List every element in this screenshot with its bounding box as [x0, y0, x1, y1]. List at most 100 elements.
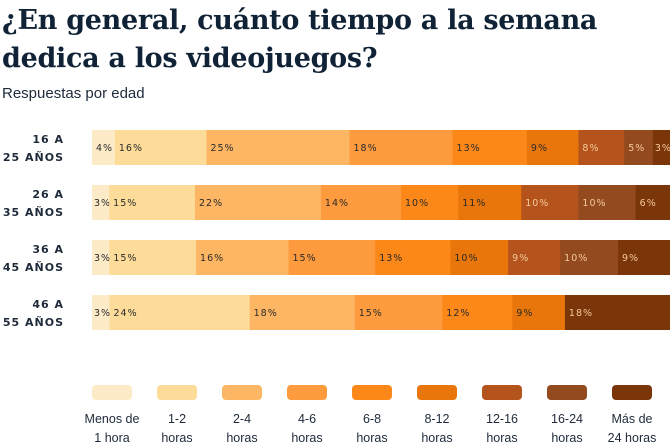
bar-segment [458, 185, 522, 220]
legend-label: 1 hora [94, 431, 129, 445]
data-label: 25% [210, 143, 234, 154]
bar-segment [92, 295, 111, 330]
bar-segment [624, 130, 654, 165]
bar-segment [375, 240, 451, 275]
legend-swatch [287, 385, 327, 400]
legend-label: 16-24 [551, 412, 583, 426]
data-label: 24% [114, 308, 138, 319]
legend-swatch [352, 385, 392, 400]
data-label: 9% [512, 253, 529, 264]
bar-segment [401, 185, 459, 220]
data-label: 6% [640, 198, 657, 209]
data-label: 13% [379, 253, 403, 264]
data-label: 3% [94, 253, 111, 264]
bar-segment [114, 130, 207, 165]
legend-label: horas [226, 431, 257, 445]
data-label: 18% [354, 143, 378, 154]
bar-segment [452, 130, 528, 165]
legend-label: Más de [612, 412, 653, 426]
bar-segment [564, 295, 670, 330]
bar-segment [206, 130, 351, 165]
row-label: 25 AÑOS [3, 151, 64, 164]
data-label: 11% [462, 198, 486, 209]
row-label: 35 AÑOS [3, 206, 64, 219]
legend-label: 6-8 [363, 412, 381, 426]
bar-segment [508, 240, 561, 275]
bar-segment [652, 130, 670, 165]
legend-label: horas [486, 431, 517, 445]
bar-segment [521, 185, 579, 220]
legend-label: Menos de [85, 412, 140, 426]
row-label: 55 AÑOS [3, 316, 64, 329]
data-label: 10% [405, 198, 429, 209]
bar-segment [195, 185, 322, 220]
bar-segment [92, 130, 116, 165]
data-label: 9% [531, 143, 548, 154]
row-label: 45 AÑOS [3, 261, 64, 274]
bar-segment [109, 240, 197, 275]
legend-label: horas [421, 431, 452, 445]
bar-segment [92, 240, 110, 275]
data-label: 10% [454, 253, 478, 264]
legend-swatch [222, 385, 262, 400]
legend-swatch [157, 385, 197, 400]
legend-swatch [612, 385, 652, 400]
legend-label: 1-2 [168, 412, 186, 426]
row-label: 46 A [32, 298, 64, 311]
legend-label: 2-4 [233, 412, 251, 426]
legend-swatch [417, 385, 457, 400]
legend-label: 4-6 [298, 412, 316, 426]
bar-segment [354, 295, 443, 330]
data-label: 15% [113, 253, 137, 264]
bar-segment [450, 240, 509, 275]
legend-label: horas [356, 431, 387, 445]
data-label: 15% [359, 308, 383, 319]
bar-segment [320, 185, 402, 220]
legend-swatch [547, 385, 587, 400]
legend-label: 12-16 [486, 412, 518, 426]
legend-swatch [482, 385, 522, 400]
data-label: 10% [564, 253, 588, 264]
legend-label: 8-12 [424, 412, 449, 426]
data-label: 16% [200, 253, 224, 264]
bar-segment [578, 130, 625, 165]
chart-subtitle: Respuestas por edad [2, 85, 145, 102]
bar-segment [442, 295, 513, 330]
bar-segment [560, 240, 619, 275]
bar-segment [635, 185, 670, 220]
legend-swatch [92, 385, 132, 400]
bar-segment [526, 130, 579, 165]
bar-segment [349, 130, 454, 165]
data-label: 9% [622, 253, 639, 264]
chart-title: ¿En general, cuánto tiempo a la semana d… [2, 5, 598, 74]
data-label: 12% [446, 308, 470, 319]
row-label: 16 A [32, 133, 64, 146]
data-label: 9% [516, 308, 533, 319]
row-label: 26 A [32, 188, 64, 201]
bar-segment [249, 295, 356, 330]
data-label: 14% [325, 198, 349, 209]
data-label: 15% [293, 253, 317, 264]
bar-segment [512, 295, 566, 330]
bar-segment [196, 240, 290, 275]
data-label: 18% [254, 308, 278, 319]
data-label: 16% [119, 143, 143, 154]
data-label: 5% [628, 143, 645, 154]
legend-label: horas [291, 431, 322, 445]
bar-segment [109, 185, 196, 220]
data-label: 18% [569, 308, 593, 319]
bar-segment [617, 240, 670, 275]
data-label: 8% [582, 143, 599, 154]
bar-segment [109, 295, 251, 330]
bar-segment [288, 240, 376, 275]
bar-segment [578, 185, 637, 220]
data-label: 13% [457, 143, 481, 154]
data-label: 4% [96, 143, 113, 154]
row-label: 36 A [32, 243, 64, 256]
data-label: 3% [94, 198, 111, 209]
data-label: 10% [582, 198, 606, 209]
data-label: 15% [113, 198, 137, 209]
bar-segment [92, 185, 110, 220]
data-label: 3% [94, 308, 111, 319]
